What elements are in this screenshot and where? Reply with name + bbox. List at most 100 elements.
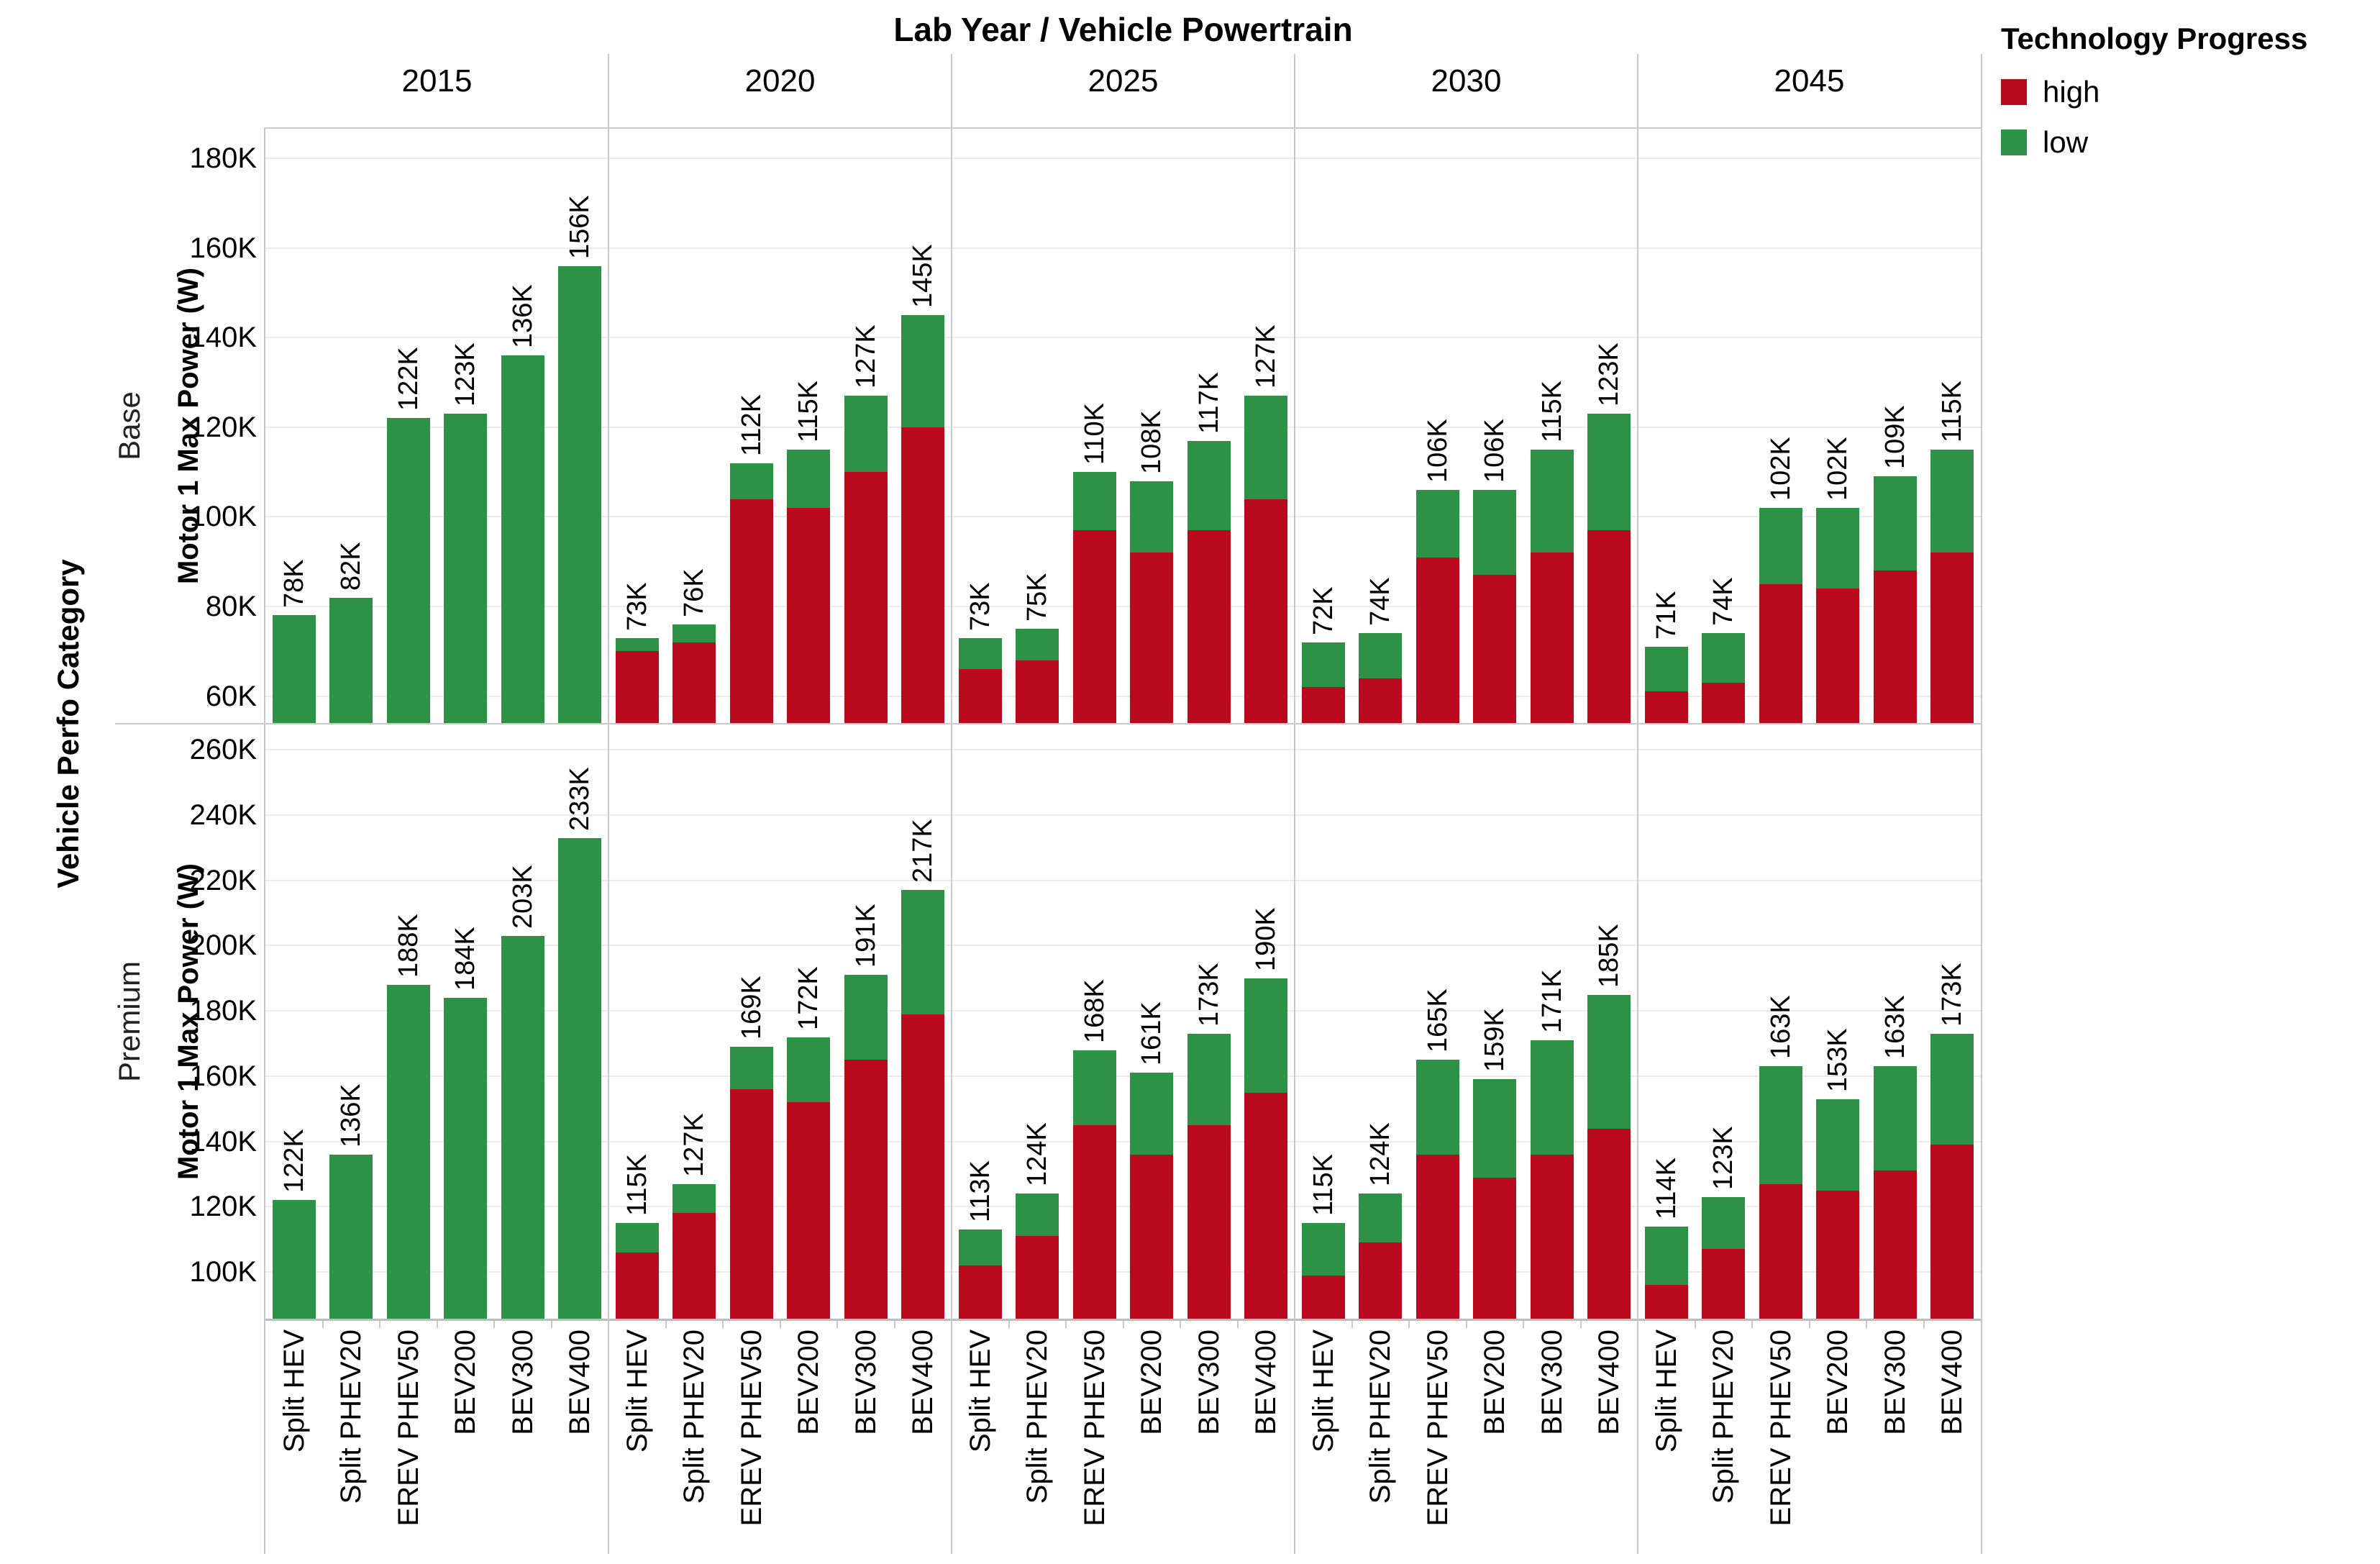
bar-low-BEV400-2030-Base[interactable] (1587, 414, 1631, 531)
bar-low-Split HEV-2045-Premium[interactable] (1644, 1226, 1688, 1286)
bar-low-Split PHEV20-2020-Premium[interactable] (672, 1183, 716, 1214)
bar-low-BEV200-2030-Base[interactable] (1473, 490, 1517, 576)
bar-high-BEV300-2025-Base[interactable] (1187, 530, 1231, 723)
bar-low-BEV200-2030-Premium[interactable] (1473, 1079, 1517, 1178)
bar-high-Split PHEV20-2020-Premium[interactable] (672, 1213, 716, 1319)
bar-low-EREV PHEV50-2015-Base[interactable] (386, 418, 430, 723)
bar-low-Split PHEV20-2020-Base[interactable] (672, 624, 716, 642)
bar-high-Split PHEV20-2045-Base[interactable] (1702, 682, 1746, 723)
legend-item-low[interactable]: low (2001, 125, 2375, 160)
bar-high-Split HEV-2030-Premium[interactable] (1301, 1275, 1345, 1319)
bar-low-BEV300-2020-Premium[interactable] (844, 975, 888, 1060)
bar-low-Split HEV-2045-Base[interactable] (1644, 647, 1688, 692)
bar-high-EREV PHEV50-2030-Premium[interactable] (1415, 1154, 1459, 1319)
bar-low-BEV400-2025-Base[interactable] (1244, 396, 1288, 499)
bar-low-Split PHEV20-2045-Base[interactable] (1702, 633, 1746, 683)
bar-high-BEV300-2025-Premium[interactable] (1187, 1124, 1231, 1319)
bar-low-BEV300-2045-Base[interactable] (1873, 476, 1917, 571)
bar-high-BEV400-2020-Premium[interactable] (901, 1014, 945, 1319)
bar-low-BEV200-2015-Premium[interactable] (444, 998, 488, 1319)
bar-low-Split HEV-2020-Base[interactable] (615, 637, 659, 652)
bar-high-BEV400-2045-Premium[interactable] (1930, 1145, 1974, 1319)
bar-low-EREV PHEV50-2015-Premium[interactable] (386, 984, 430, 1319)
bar-high-BEV400-2045-Base[interactable] (1930, 553, 1974, 723)
bar-low-Split HEV-2015-Premium[interactable] (272, 1200, 316, 1319)
bar-high-EREV PHEV50-2025-Premium[interactable] (1072, 1124, 1116, 1319)
bar-low-Split PHEV20-2045-Premium[interactable] (1702, 1196, 1746, 1250)
bar-low-Split PHEV20-2030-Premium[interactable] (1359, 1194, 1403, 1243)
bar-low-EREV PHEV50-2045-Premium[interactable] (1759, 1066, 1802, 1184)
bar-low-Split HEV-2015-Base[interactable] (272, 615, 316, 723)
bar-low-BEV200-2045-Premium[interactable] (1816, 1099, 1860, 1191)
bar-high-BEV400-2025-Base[interactable] (1244, 499, 1288, 723)
bar-low-BEV200-2045-Base[interactable] (1816, 507, 1860, 589)
bar-high-Split PHEV20-2020-Base[interactable] (672, 642, 716, 723)
bar-high-Split PHEV20-2025-Base[interactable] (1016, 660, 1059, 723)
bar-high-BEV300-2020-Base[interactable] (844, 472, 888, 723)
bar-low-Split HEV-2030-Base[interactable] (1301, 642, 1345, 688)
bar-low-BEV400-2045-Premium[interactable] (1930, 1033, 1974, 1145)
bar-low-EREV PHEV50-2030-Premium[interactable] (1415, 1060, 1459, 1155)
bar-high-Split PHEV20-2030-Premium[interactable] (1359, 1242, 1403, 1319)
bar-high-BEV400-2025-Premium[interactable] (1244, 1092, 1288, 1319)
bar-high-Split HEV-2045-Base[interactable] (1644, 691, 1688, 723)
bar-high-BEV200-2045-Base[interactable] (1816, 588, 1860, 723)
bar-high-BEV300-2030-Premium[interactable] (1530, 1154, 1574, 1319)
bar-low-Split HEV-2025-Base[interactable] (958, 637, 1002, 670)
bar-low-BEV400-2030-Premium[interactable] (1587, 994, 1631, 1129)
bar-low-EREV PHEV50-2025-Base[interactable] (1072, 472, 1116, 531)
bar-low-Split HEV-2025-Premium[interactable] (958, 1229, 1002, 1266)
bar-high-BEV400-2020-Base[interactable] (901, 427, 945, 723)
bar-low-EREV PHEV50-2020-Premium[interactable] (729, 1047, 773, 1090)
bar-low-BEV400-2015-Base[interactable] (558, 265, 602, 723)
bar-low-BEV400-2020-Premium[interactable] (901, 890, 945, 1014)
bar-low-BEV200-2020-Base[interactable] (787, 450, 831, 508)
bar-high-BEV200-2030-Base[interactable] (1473, 575, 1517, 723)
bar-low-BEV200-2015-Base[interactable] (444, 414, 488, 723)
bar-low-BEV400-2020-Base[interactable] (901, 315, 945, 427)
bar-low-BEV400-2015-Premium[interactable] (558, 837, 602, 1319)
bar-high-Split PHEV20-2030-Base[interactable] (1359, 678, 1403, 723)
bar-low-BEV300-2015-Base[interactable] (501, 355, 544, 723)
bar-high-EREV PHEV50-2030-Base[interactable] (1415, 557, 1459, 723)
bar-high-BEV200-2025-Base[interactable] (1130, 553, 1174, 723)
bar-low-BEV300-2030-Premium[interactable] (1530, 1040, 1574, 1155)
bar-high-Split PHEV20-2045-Premium[interactable] (1702, 1249, 1746, 1319)
bar-low-EREV PHEV50-2020-Base[interactable] (729, 463, 773, 499)
bar-high-BEV400-2030-Base[interactable] (1587, 530, 1631, 723)
bar-low-BEV300-2020-Base[interactable] (844, 396, 888, 473)
bar-high-BEV400-2030-Premium[interactable] (1587, 1128, 1631, 1319)
bar-low-BEV200-2020-Premium[interactable] (787, 1037, 831, 1103)
bar-low-EREV PHEV50-2025-Premium[interactable] (1072, 1050, 1116, 1125)
bar-high-Split HEV-2025-Base[interactable] (958, 669, 1002, 723)
bar-low-EREV PHEV50-2045-Base[interactable] (1759, 507, 1802, 584)
bar-low-Split HEV-2020-Premium[interactable] (615, 1223, 659, 1252)
bar-high-EREV PHEV50-2025-Base[interactable] (1072, 530, 1116, 723)
bar-low-BEV200-2025-Base[interactable] (1130, 481, 1174, 553)
legend-item-high[interactable]: high (2001, 75, 2375, 109)
bar-high-BEV200-2020-Premium[interactable] (787, 1102, 831, 1319)
bar-high-Split PHEV20-2025-Premium[interactable] (1016, 1236, 1059, 1319)
bar-high-Split HEV-2045-Premium[interactable] (1644, 1285, 1688, 1319)
bar-high-EREV PHEV50-2045-Base[interactable] (1759, 583, 1802, 723)
bar-high-BEV200-2025-Premium[interactable] (1130, 1154, 1174, 1319)
bar-high-Split HEV-2030-Base[interactable] (1301, 687, 1345, 723)
bar-high-Split HEV-2025-Premium[interactable] (958, 1265, 1002, 1319)
bar-high-Split HEV-2020-Base[interactable] (615, 651, 659, 723)
bar-low-Split PHEV20-2015-Premium[interactable] (329, 1154, 373, 1319)
bar-high-Split HEV-2020-Premium[interactable] (615, 1252, 659, 1319)
bar-high-BEV200-2030-Premium[interactable] (1473, 1177, 1517, 1319)
bar-high-BEV300-2020-Premium[interactable] (844, 1060, 888, 1319)
bar-low-Split PHEV20-2030-Base[interactable] (1359, 633, 1403, 678)
bar-low-BEV400-2045-Base[interactable] (1930, 450, 1974, 553)
bar-high-BEV200-2045-Premium[interactable] (1816, 1190, 1860, 1319)
bar-high-EREV PHEV50-2020-Base[interactable] (729, 499, 773, 723)
bar-high-BEV300-2030-Base[interactable] (1530, 553, 1574, 723)
bar-high-BEV300-2045-Premium[interactable] (1873, 1170, 1917, 1319)
bar-low-BEV300-2025-Base[interactable] (1187, 440, 1231, 531)
bar-low-Split PHEV20-2015-Base[interactable] (329, 597, 373, 723)
bar-low-BEV400-2025-Premium[interactable] (1244, 978, 1288, 1093)
bar-high-EREV PHEV50-2045-Premium[interactable] (1759, 1183, 1802, 1319)
bar-low-BEV300-2015-Premium[interactable] (501, 935, 544, 1319)
bar-low-BEV300-2045-Premium[interactable] (1873, 1066, 1917, 1171)
